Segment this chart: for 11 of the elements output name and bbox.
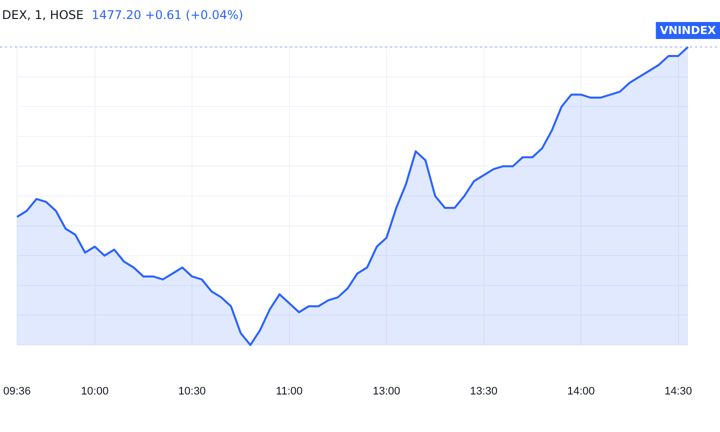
x-tick-label: 11:00 [276, 386, 303, 398]
x-tick-label: 13:30 [470, 386, 498, 398]
x-tick-label: 14:30 [664, 386, 692, 398]
x-tick-label: 13:00 [372, 386, 400, 398]
x-tick-label: 10:30 [178, 386, 206, 398]
text: 1477.20 +0.61 (+0.04%) [92, 8, 244, 22]
chart-title: DEX, 1, HOSE [2, 8, 84, 22]
x-tick-label: 10:00 [81, 386, 109, 398]
series-label: VNINDEX [660, 24, 717, 37]
x-tick-label: 14:00 [567, 386, 595, 398]
x-tick-label: 09:36 [3, 386, 31, 398]
